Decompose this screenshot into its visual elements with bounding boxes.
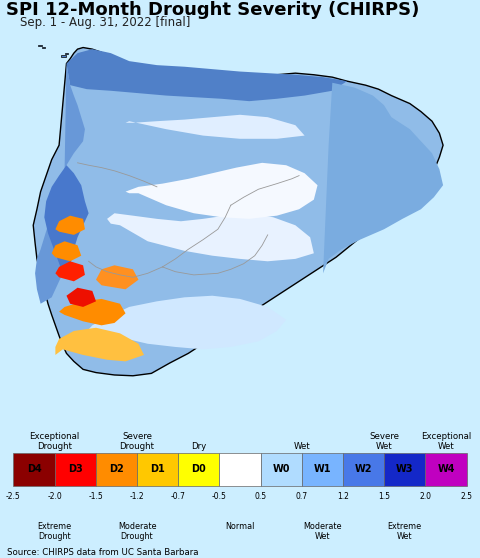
Bar: [55, 453, 96, 485]
Text: D2: D2: [109, 464, 124, 474]
Text: D3: D3: [68, 464, 83, 474]
Text: -0.7: -0.7: [171, 492, 186, 501]
Bar: [137, 453, 178, 485]
Text: 1.2: 1.2: [337, 492, 349, 501]
Bar: [302, 453, 343, 485]
Polygon shape: [66, 288, 96, 307]
Text: Moderate
Wet: Moderate Wet: [303, 522, 342, 541]
Bar: [425, 453, 467, 485]
Text: D0: D0: [192, 464, 206, 474]
Polygon shape: [59, 299, 126, 325]
Polygon shape: [107, 213, 314, 261]
Polygon shape: [33, 47, 443, 376]
Polygon shape: [55, 328, 144, 362]
Text: Exceptional
Drought: Exceptional Drought: [29, 431, 80, 451]
Polygon shape: [55, 215, 85, 235]
Polygon shape: [323, 83, 443, 273]
Text: Severe
Wet: Severe Wet: [369, 431, 399, 451]
Text: Dry: Dry: [191, 442, 206, 451]
Bar: [178, 453, 219, 485]
Text: Wet: Wet: [293, 442, 310, 451]
Text: W2: W2: [355, 464, 372, 474]
Polygon shape: [35, 64, 85, 304]
Text: -1.2: -1.2: [130, 492, 144, 501]
Text: W0: W0: [273, 464, 290, 474]
Polygon shape: [55, 261, 85, 281]
Text: 2.0: 2.0: [420, 492, 432, 501]
Text: Severe
Drought: Severe Drought: [120, 431, 155, 451]
Polygon shape: [66, 49, 347, 101]
Polygon shape: [44, 165, 89, 273]
Bar: [261, 453, 302, 485]
Bar: [343, 453, 384, 485]
Text: -0.5: -0.5: [212, 492, 227, 501]
Text: Sep. 1 - Aug. 31, 2022 [final]: Sep. 1 - Aug. 31, 2022 [final]: [20, 16, 191, 28]
Polygon shape: [89, 296, 286, 349]
Polygon shape: [96, 265, 138, 289]
Polygon shape: [126, 115, 305, 139]
Text: -2.0: -2.0: [47, 492, 62, 501]
Polygon shape: [52, 241, 81, 261]
Text: Normal: Normal: [225, 522, 255, 531]
Text: Exceptional
Wet: Exceptional Wet: [421, 431, 471, 451]
Polygon shape: [126, 163, 318, 219]
Bar: [13, 453, 55, 485]
Text: 0.7: 0.7: [296, 492, 308, 501]
Bar: [219, 453, 261, 485]
Text: Moderate
Drought: Moderate Drought: [118, 522, 156, 541]
Text: SPI 12-Month Drought Severity (CHIRPS): SPI 12-Month Drought Severity (CHIRPS): [6, 1, 419, 19]
Text: W3: W3: [396, 464, 414, 474]
Polygon shape: [65, 53, 69, 54]
Text: 1.5: 1.5: [378, 492, 390, 501]
Polygon shape: [61, 55, 66, 56]
Text: D1: D1: [150, 464, 165, 474]
Text: Source: CHIRPS data from UC Santa Barbara
https://www.chc.ucsb.edu/data/chirps: Source: CHIRPS data from UC Santa Barbar…: [7, 548, 199, 558]
Text: 0.5: 0.5: [254, 492, 267, 501]
Text: Extreme
Drought: Extreme Drought: [37, 522, 72, 541]
Polygon shape: [38, 45, 42, 46]
Text: W4: W4: [437, 464, 455, 474]
Text: 2.5: 2.5: [460, 492, 472, 501]
Text: -1.5: -1.5: [88, 492, 103, 501]
Text: -2.5: -2.5: [6, 492, 21, 501]
Text: W1: W1: [313, 464, 331, 474]
Bar: [96, 453, 137, 485]
Text: D4: D4: [27, 464, 41, 474]
Bar: [384, 453, 425, 485]
Text: Extreme
Wet: Extreme Wet: [388, 522, 422, 541]
